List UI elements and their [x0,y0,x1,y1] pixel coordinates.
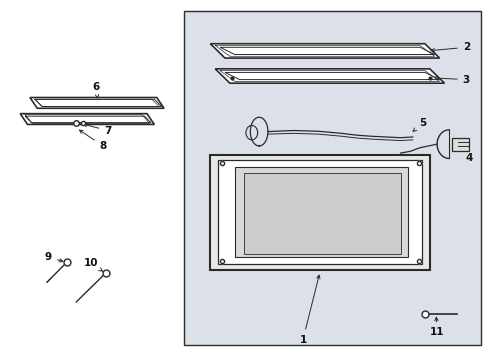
Text: 10: 10 [83,258,103,272]
Bar [183,12,480,345]
Text: 2: 2 [430,42,469,52]
Text: 7: 7 [83,123,111,135]
Polygon shape [210,44,439,58]
Text: 9: 9 [45,252,62,262]
Text: 1: 1 [299,275,319,345]
Text: 6: 6 [92,82,99,98]
Polygon shape [215,69,444,83]
Polygon shape [234,167,407,257]
Polygon shape [30,98,163,108]
Text: 3: 3 [433,75,469,85]
Text: 8: 8 [80,130,106,151]
Polygon shape [25,116,151,123]
Polygon shape [220,47,434,54]
Bar [451,138,468,150]
Text: 5: 5 [412,118,425,131]
Polygon shape [244,173,400,253]
Polygon shape [35,99,161,107]
Text: 4: 4 [456,147,471,163]
Text: 11: 11 [429,317,444,337]
Polygon shape [217,160,422,264]
Polygon shape [224,72,439,80]
Polygon shape [210,155,429,270]
Polygon shape [20,114,154,125]
